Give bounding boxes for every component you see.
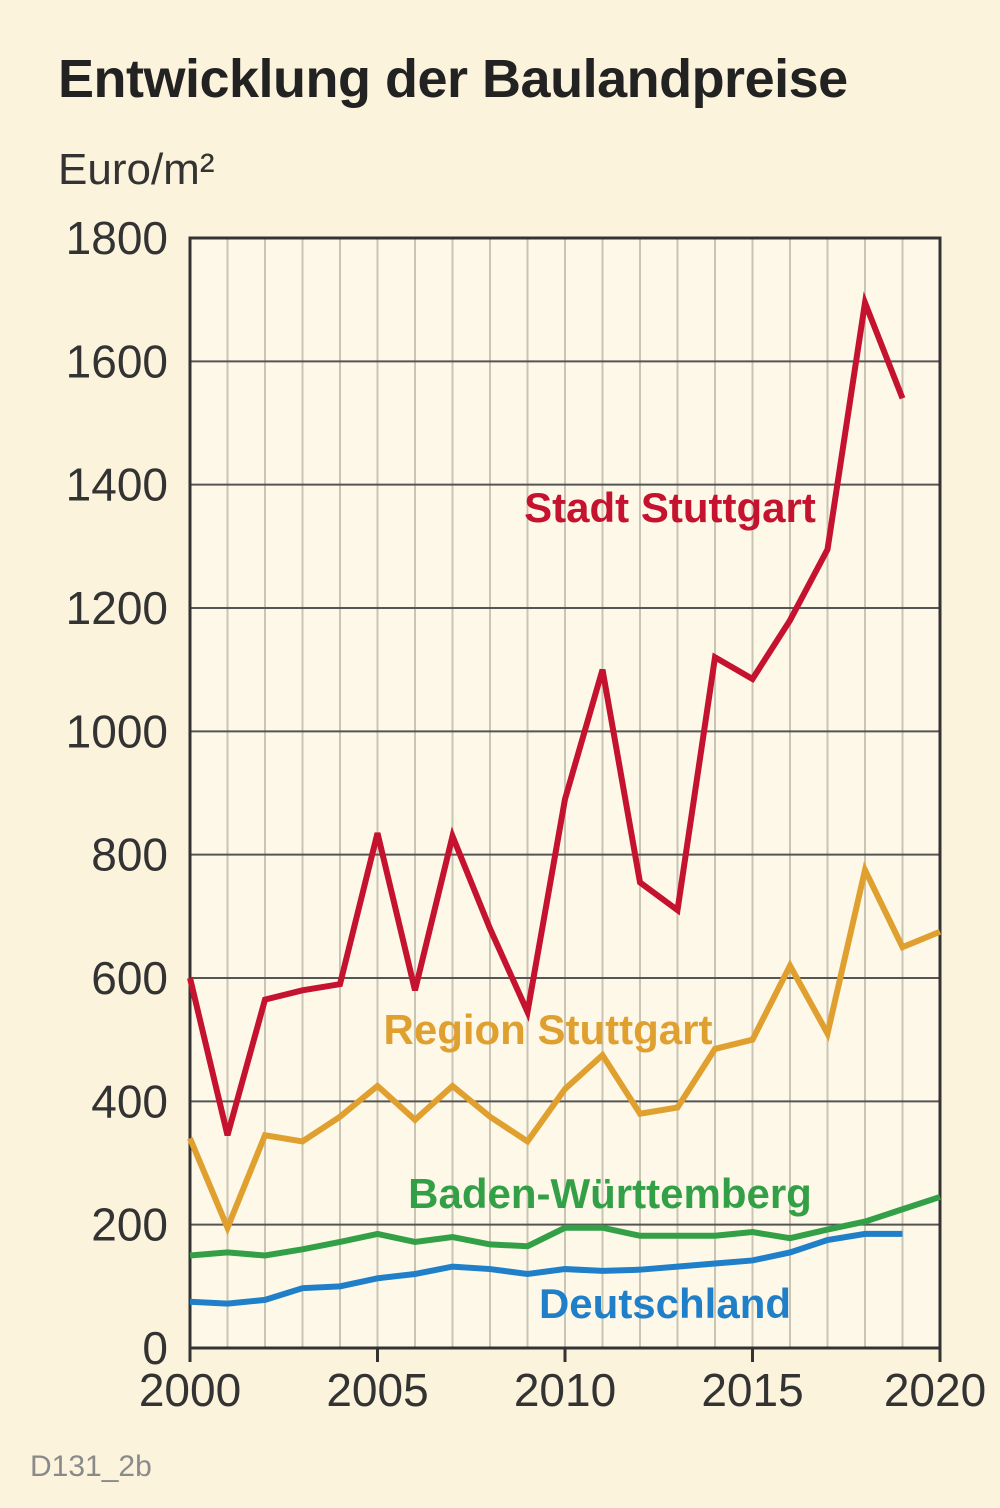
y-tick-label: 600 <box>91 952 168 1004</box>
series-label-deutschland: Deutschland <box>539 1280 791 1327</box>
series-label-stadt-stuttgart: Stadt Stuttgart <box>524 484 816 531</box>
series-label-baden-w-rttemberg: Baden-Württemberg <box>408 1170 812 1217</box>
y-tick-label: 1000 <box>66 705 168 757</box>
series-label-region-stuttgart: Region Stuttgart <box>384 1006 713 1053</box>
series-labels: Stadt Stuttgart Region Stuttgart Baden-Wür… <box>384 484 816 1327</box>
x-tick-label: 2000 <box>139 1364 241 1416</box>
x-tick-label: 2015 <box>701 1364 803 1416</box>
series-line-stadt-stuttgart <box>187 291 906 1137</box>
y-tick-label: 200 <box>91 1199 168 1251</box>
chart-title: Entwicklung der Baulandpreise <box>58 49 848 109</box>
y-axis-unit-label: Euro/m² <box>58 145 215 194</box>
y-tick-label: 400 <box>91 1075 168 1127</box>
x-tick-label: 2010 <box>514 1364 616 1416</box>
axes: 2000 2005 2010 2015 2020 0 200 400 600 800 1000 120… <box>66 212 987 1416</box>
figure-code: D131_2b <box>30 1450 152 1483</box>
y-tick-label: 0 <box>142 1322 168 1374</box>
y-tick-label: 1200 <box>66 582 168 634</box>
series-line-deutschland <box>189 1230 903 1307</box>
x-tick-label: 2005 <box>326 1364 428 1416</box>
y-tick-label: 1800 <box>66 212 168 264</box>
y-tick-label: 1600 <box>66 335 168 387</box>
y-tick-label: 800 <box>91 829 168 881</box>
series-lines <box>187 291 942 1307</box>
grid <box>190 238 940 1348</box>
x-tick-label: 2020 <box>884 1364 986 1416</box>
y-tick-label: 1400 <box>66 459 168 511</box>
